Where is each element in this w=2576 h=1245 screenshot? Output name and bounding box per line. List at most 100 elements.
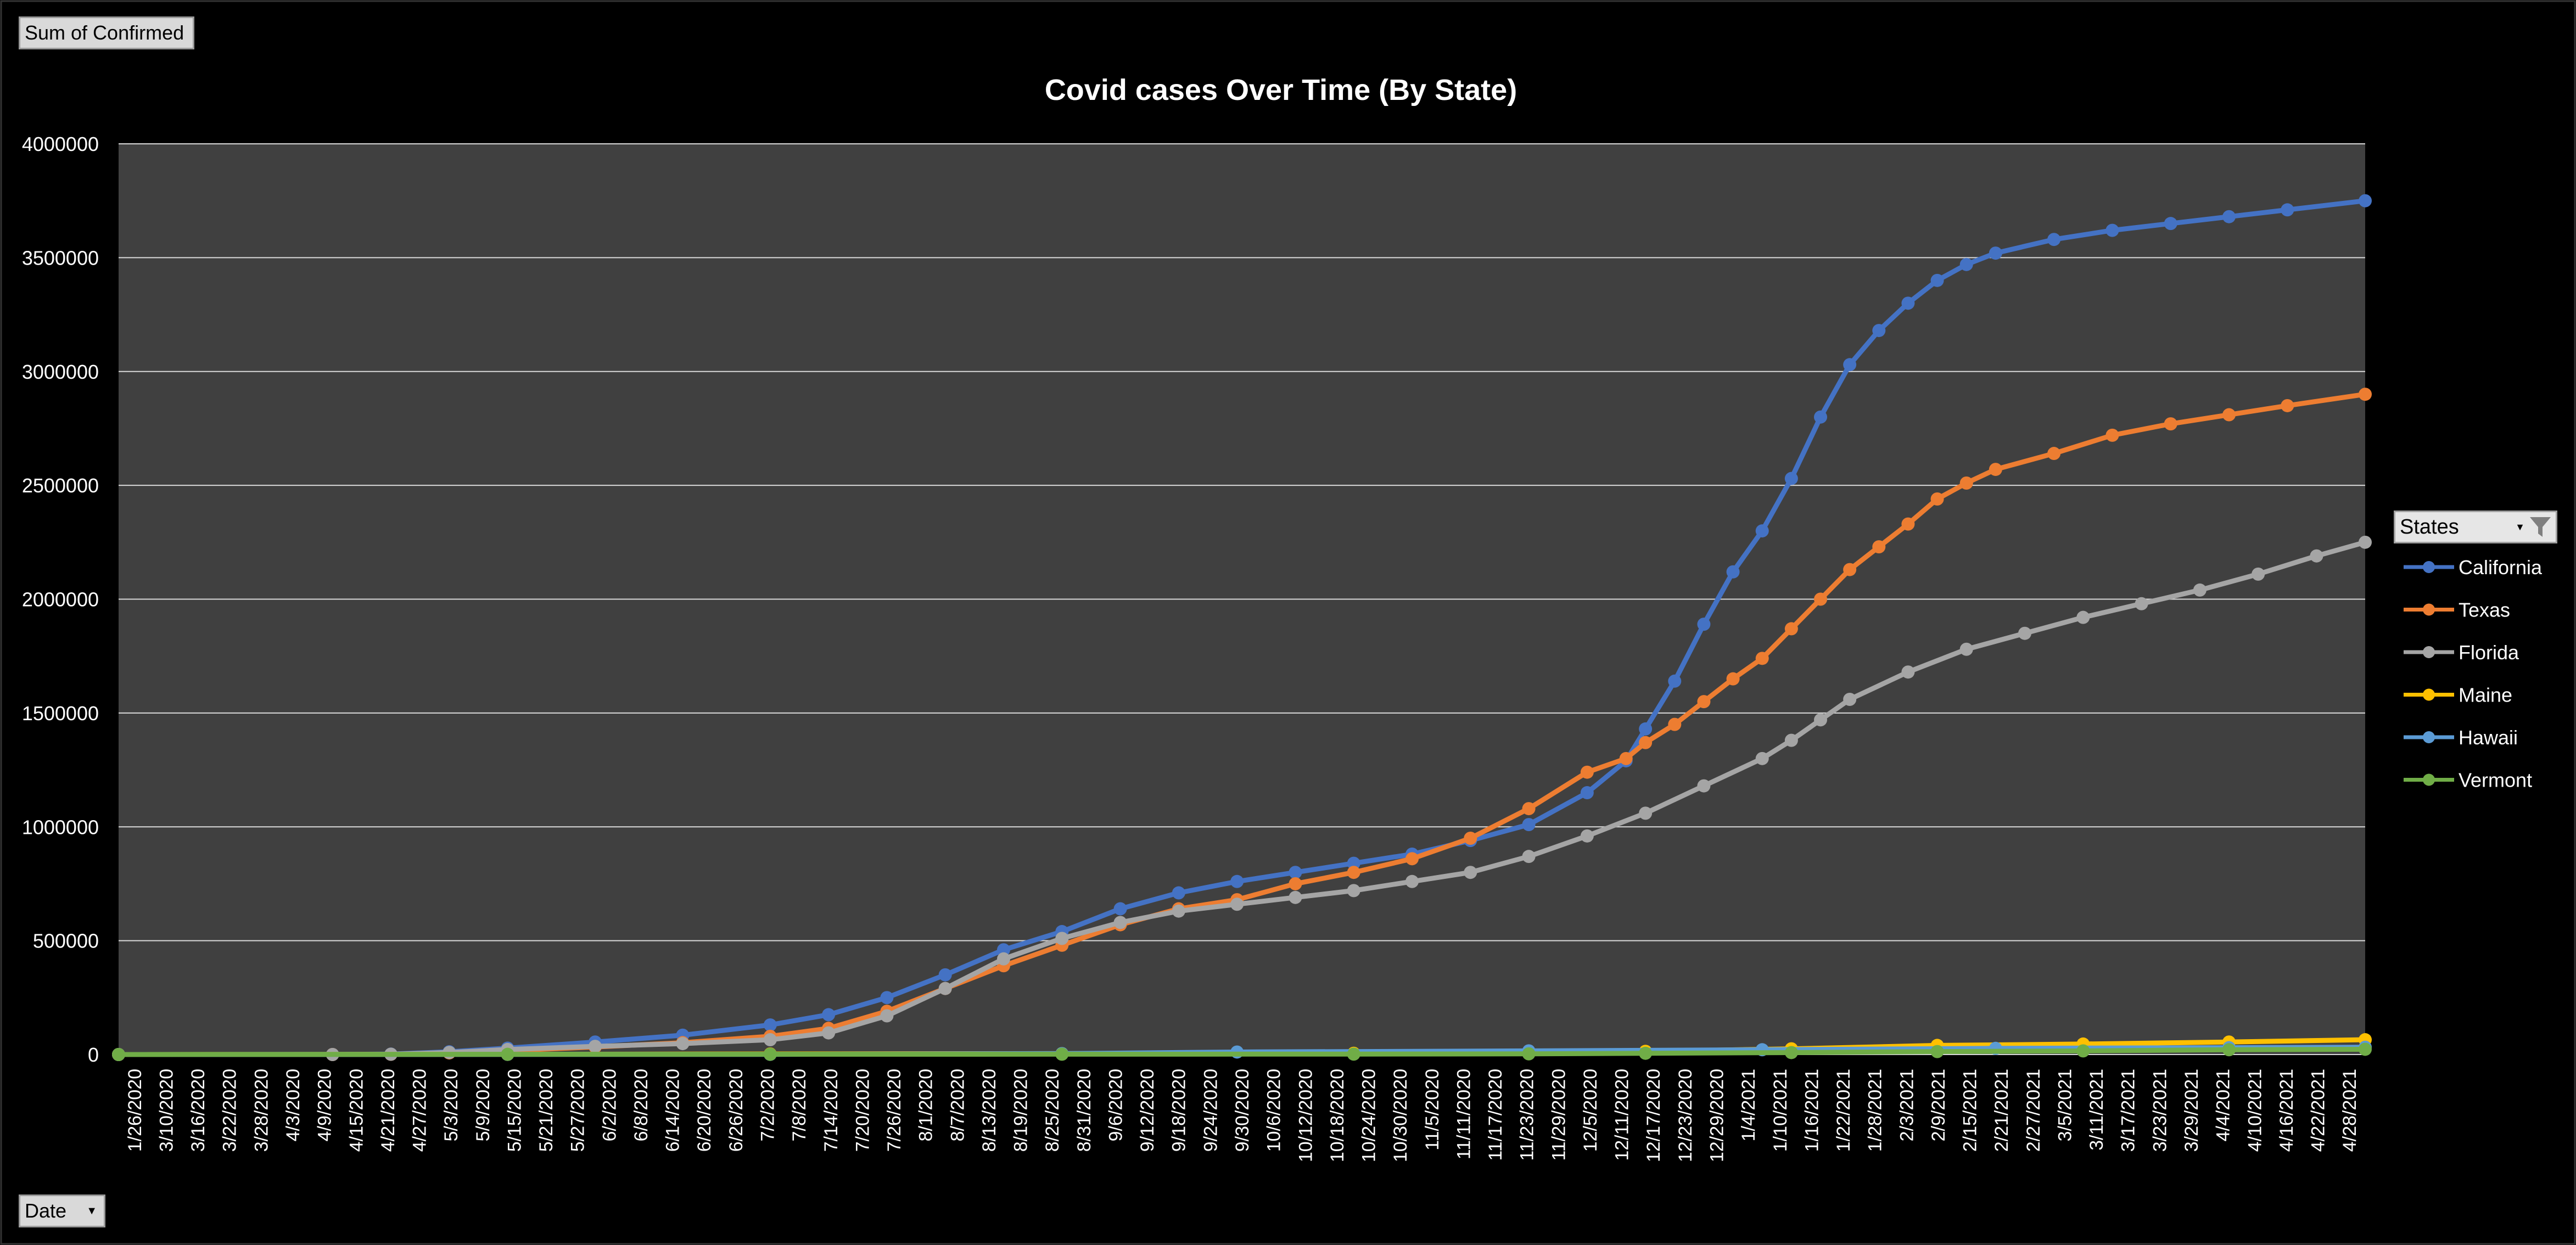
data-point (1347, 866, 1360, 879)
data-point (2252, 567, 2265, 581)
date-label: Date (25, 1199, 67, 1222)
x-tick-label: 1/4/2021 (1738, 1069, 1759, 1141)
data-point (1784, 622, 1798, 636)
data-point (1230, 874, 1244, 888)
data-point (1930, 1045, 1944, 1058)
legend-label: Hawaii (2459, 726, 2518, 749)
states-filter-button[interactable]: States ▼ (2394, 511, 2557, 543)
x-tick-label: 5/15/2020 (504, 1069, 525, 1152)
legend-item-california[interactable]: California (2404, 556, 2543, 579)
data-point (938, 982, 952, 995)
x-tick-label: 7/8/2020 (789, 1069, 810, 1141)
legend-marker (2423, 603, 2435, 616)
data-point (880, 1009, 894, 1023)
x-tick-label: 9/24/2020 (1200, 1069, 1221, 1152)
x-tick-label: 3/28/2020 (251, 1069, 272, 1152)
x-tick-label: 8/25/2020 (1042, 1069, 1063, 1152)
data-point (2047, 447, 2061, 461)
data-point (2281, 203, 2294, 217)
legend-marker (2423, 731, 2435, 743)
x-tick-label: 4/21/2020 (378, 1069, 399, 1152)
legend-label: California (2459, 556, 2543, 579)
data-point (1784, 1046, 1798, 1059)
data-point (822, 1008, 836, 1022)
data-point (1172, 904, 1185, 918)
x-tick-label: 12/29/2020 (1707, 1069, 1728, 1162)
x-tick-label: 4/4/2021 (2213, 1069, 2234, 1141)
data-point (1755, 752, 1769, 765)
x-tick-label: 9/12/2020 (1137, 1069, 1158, 1152)
x-tick-label: 3/5/2021 (2054, 1069, 2075, 1141)
x-tick-label: 7/14/2020 (821, 1069, 842, 1152)
legend-item-florida[interactable]: Florida (2404, 641, 2519, 664)
x-tick-label: 7/20/2020 (852, 1069, 873, 1152)
data-point (1726, 672, 1740, 686)
states-label: States (2400, 515, 2459, 539)
data-point (2222, 210, 2236, 223)
y-tick-label: 1500000 (22, 702, 99, 725)
data-point (1172, 886, 1185, 900)
y-tick-label: 3500000 (22, 246, 99, 269)
date-field-button[interactable]: Date ▼ (19, 1194, 105, 1227)
sum-of-confirmed-field-button[interactable]: Sum of Confirmed (19, 16, 194, 49)
x-tick-label: 4/3/2020 (283, 1069, 304, 1141)
x-tick-label: 12/11/2020 (1612, 1069, 1633, 1161)
x-tick-label: 5/27/2020 (568, 1069, 589, 1152)
x-tick-label: 9/6/2020 (1105, 1069, 1126, 1141)
data-point (2359, 194, 2372, 208)
data-point (1055, 1047, 1069, 1061)
data-point (1784, 733, 1798, 747)
data-point (763, 1033, 777, 1047)
data-point (1814, 410, 1827, 424)
legend-marker (2423, 646, 2435, 658)
data-point (1959, 257, 1973, 271)
data-point (1113, 916, 1127, 929)
x-tick-label: 11/29/2020 (1548, 1069, 1569, 1161)
dropdown-arrow-icon: ▼ (2515, 521, 2525, 532)
data-point (1901, 296, 1915, 310)
legend-marker (2423, 773, 2435, 786)
y-tick-label: 0 (88, 1044, 99, 1066)
data-point (1639, 1046, 1653, 1060)
legend-label: Vermont (2459, 769, 2532, 792)
x-tick-label: 8/19/2020 (1011, 1069, 1032, 1152)
x-tick-label: 10/6/2020 (1264, 1069, 1285, 1152)
y-tick-label: 1000000 (22, 816, 99, 838)
data-point (112, 1048, 125, 1061)
legend-item-texas[interactable]: Texas (2404, 599, 2510, 621)
x-tick-label: 4/10/2021 (2244, 1069, 2265, 1152)
x-tick-label: 8/31/2020 (1074, 1069, 1095, 1152)
x-tick-label: 1/16/2021 (1801, 1069, 1822, 1152)
legend: California Texas Florida Maine Hawaii Vermont (2404, 556, 2543, 792)
data-point (2359, 535, 2372, 549)
data-point (1726, 565, 1740, 579)
data-point (1784, 472, 1798, 485)
legend-item-maine[interactable]: Maine (2404, 684, 2512, 706)
data-point (1901, 517, 1915, 531)
legend-item-vermont[interactable]: Vermont (2404, 769, 2532, 792)
data-point (1843, 358, 1857, 372)
data-point (2164, 417, 2177, 431)
data-point (2135, 597, 2148, 610)
x-tick-label: 9/18/2020 (1169, 1069, 1190, 1152)
x-tick-label: 11/23/2020 (1517, 1069, 1538, 1161)
x-tick-label: 4/9/2020 (315, 1069, 335, 1141)
x-tick-label: 3/11/2021 (2086, 1069, 2107, 1151)
data-point (1814, 713, 1827, 727)
x-tick-label: 2/9/2021 (1928, 1069, 1949, 1141)
x-tick-label: 1/28/2021 (1865, 1069, 1886, 1152)
y-tick-label: 4000000 (22, 133, 99, 155)
data-point (1230, 898, 1244, 911)
x-tick-label: 10/30/2020 (1390, 1069, 1411, 1162)
data-point (2164, 217, 2177, 231)
legend-item-hawaii[interactable]: Hawaii (2404, 726, 2518, 749)
x-tick-label: 7/26/2020 (884, 1069, 905, 1152)
data-point (1289, 877, 1302, 890)
legend-label: Florida (2459, 641, 2519, 664)
x-tick-label: 12/5/2020 (1580, 1069, 1601, 1152)
x-tick-label: 8/13/2020 (979, 1069, 1000, 1152)
x-axis: 1/26/2020 3/10/2020 3/16/2020 3/22/2020 3/28… (125, 1069, 2360, 1162)
legend-label: Texas (2459, 599, 2510, 621)
